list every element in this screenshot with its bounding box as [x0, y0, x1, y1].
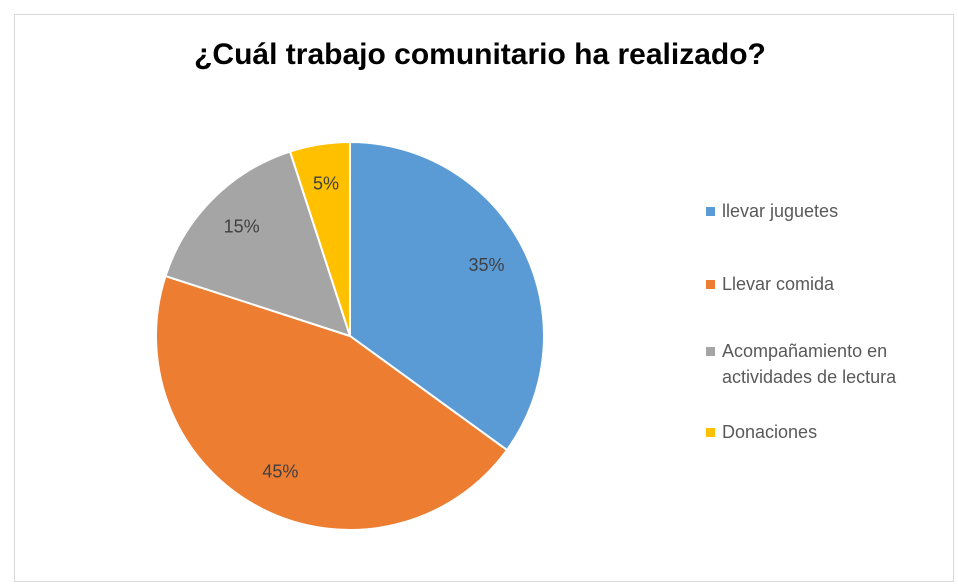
legend-item: Llevar comida — [706, 271, 946, 297]
pie-slice — [164, 150, 352, 338]
pie-slice — [155, 274, 509, 531]
legend-swatch — [706, 280, 715, 289]
legend-swatch — [706, 428, 715, 437]
data-label: 35% — [469, 255, 505, 275]
legend-swatch — [706, 207, 715, 216]
data-label: 45% — [262, 461, 298, 481]
chart-title: ¿Cuál trabajo comunitario ha realizado? — [194, 38, 766, 71]
pie-slice — [288, 140, 351, 337]
legend-item: llevar juguetes — [706, 198, 946, 224]
pie-slice — [349, 140, 545, 452]
legend-label: Llevar comida — [722, 274, 835, 294]
legend-label: llevar juguetes — [722, 201, 839, 221]
legend-label: Donaciones — [722, 422, 818, 442]
legend-label: Acompañamiento en actividades de lectura — [722, 341, 897, 387]
legend-item: Donaciones — [706, 419, 946, 445]
legend-swatch — [706, 347, 715, 356]
legend-item: Acompañamiento en actividades de lectura — [706, 338, 946, 390]
data-label: 5% — [313, 173, 339, 193]
data-label: 15% — [224, 216, 260, 236]
